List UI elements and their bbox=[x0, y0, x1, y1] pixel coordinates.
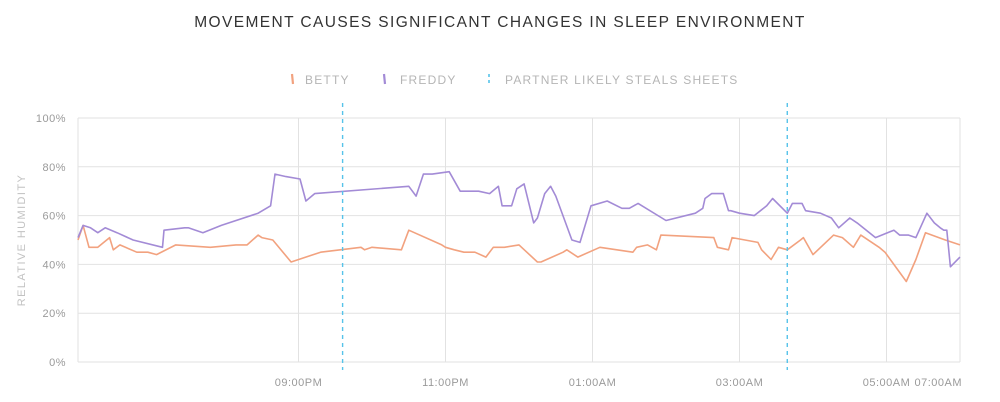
annotation-layer bbox=[341, 103, 788, 370]
chart-title: MOVEMENT CAUSES SIGNIFICANT CHANGES IN S… bbox=[194, 14, 806, 31]
y-tick-label: 60% bbox=[42, 211, 66, 223]
series-layer bbox=[77, 170, 961, 283]
x-tick-label: 09:00PM bbox=[275, 377, 323, 389]
x-tick-label: 03:00AM bbox=[716, 377, 764, 389]
legend: BETTY FREDDY PARTNER LIKELY STEALS SHEET… bbox=[290, 73, 738, 87]
y-tick-label: 40% bbox=[42, 259, 66, 271]
y-tick-label: 100% bbox=[36, 113, 66, 125]
y-tick-label: 80% bbox=[42, 162, 66, 174]
y-axis-label: RELATIVE HUMIDITY bbox=[16, 174, 28, 306]
y-tick-label: 20% bbox=[42, 308, 66, 320]
x-tick-label: 05:00AM bbox=[863, 377, 911, 389]
y-tick-label: 0% bbox=[49, 357, 66, 369]
legend-label-freddy: FREDDY bbox=[400, 73, 457, 87]
series-line-betty bbox=[77, 224, 961, 283]
x-tick-label: 01:00AM bbox=[569, 377, 617, 389]
x-tick-label: 11:00PM bbox=[422, 377, 469, 389]
y-axis-ticks: 0% 20% 40% 60% 80% 100% bbox=[36, 113, 66, 369]
x-axis-ticks: 09:00PM 11:00PM 01:00AM 03:00AM 05:00AM 07:00… bbox=[275, 377, 962, 389]
x-tick-label: 07:00AM bbox=[914, 377, 962, 389]
grid bbox=[77, 117, 961, 363]
legend-swatch-betty bbox=[290, 73, 295, 85]
legend-swatch-freddy bbox=[382, 73, 387, 85]
series-line-freddy bbox=[77, 170, 961, 268]
legend-label-betty: BETTY bbox=[305, 73, 350, 87]
legend-label-sheets: PARTNER LIKELY STEALS SHEETS bbox=[505, 73, 738, 87]
